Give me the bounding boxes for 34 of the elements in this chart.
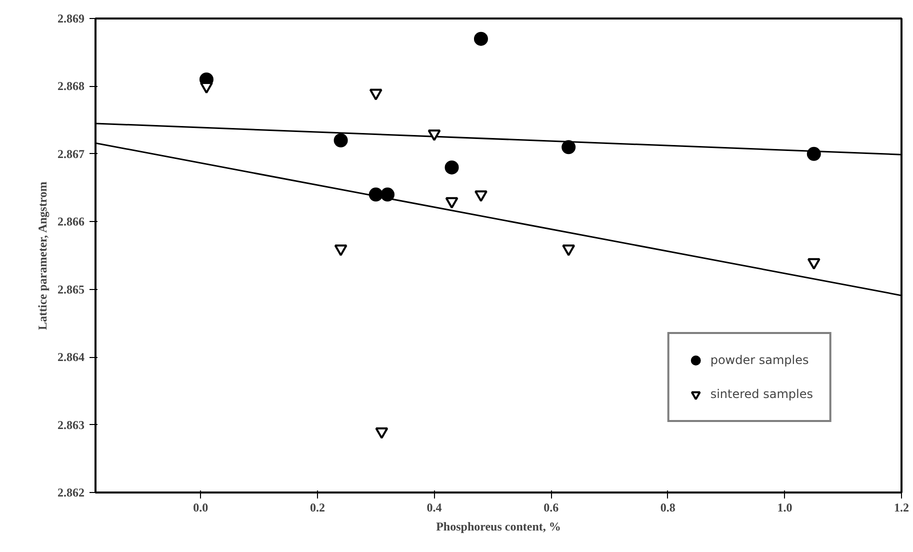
y-tick-label: 2.863	[58, 418, 84, 432]
x-axis-title: Phosphoreus content, %	[436, 520, 561, 534]
point	[474, 32, 488, 46]
x-tick-label: 0.2	[310, 500, 325, 514]
point	[806, 146, 821, 161]
y-tick-label: 2.862	[58, 486, 84, 500]
y-tick-label: 2.868	[58, 79, 84, 94]
point	[807, 258, 820, 270]
point	[375, 427, 388, 439]
point	[334, 244, 348, 256]
y-tick-label: 2.867	[58, 146, 84, 161]
x-tick-label: 1.0	[777, 500, 792, 514]
point	[444, 160, 459, 174]
point	[200, 82, 213, 94]
point	[474, 190, 488, 202]
legend-label: sintered samples	[710, 387, 813, 401]
point	[369, 88, 382, 100]
point	[380, 188, 395, 202]
x-tick-label: 1.2	[894, 500, 909, 514]
y-tick-label: 2.864	[58, 350, 84, 364]
x-tick-label: 0.0	[193, 500, 208, 514]
point	[562, 244, 576, 256]
y-tick-label: 2.865	[58, 282, 84, 296]
point	[428, 129, 441, 141]
y-tick-label: 2.869	[58, 12, 84, 26]
y-tick-label: 2.866	[58, 214, 84, 229]
y-axis-title: Lattice parameter, Angstrom	[36, 182, 50, 330]
x-tick-label: 0.8	[660, 500, 676, 514]
x-tick-label: 0.6	[544, 500, 559, 514]
point	[334, 133, 348, 148]
point	[562, 140, 576, 154]
x-tick-label: 0.4	[426, 500, 442, 514]
legend-label: powder samples	[710, 353, 809, 367]
point	[445, 197, 458, 209]
